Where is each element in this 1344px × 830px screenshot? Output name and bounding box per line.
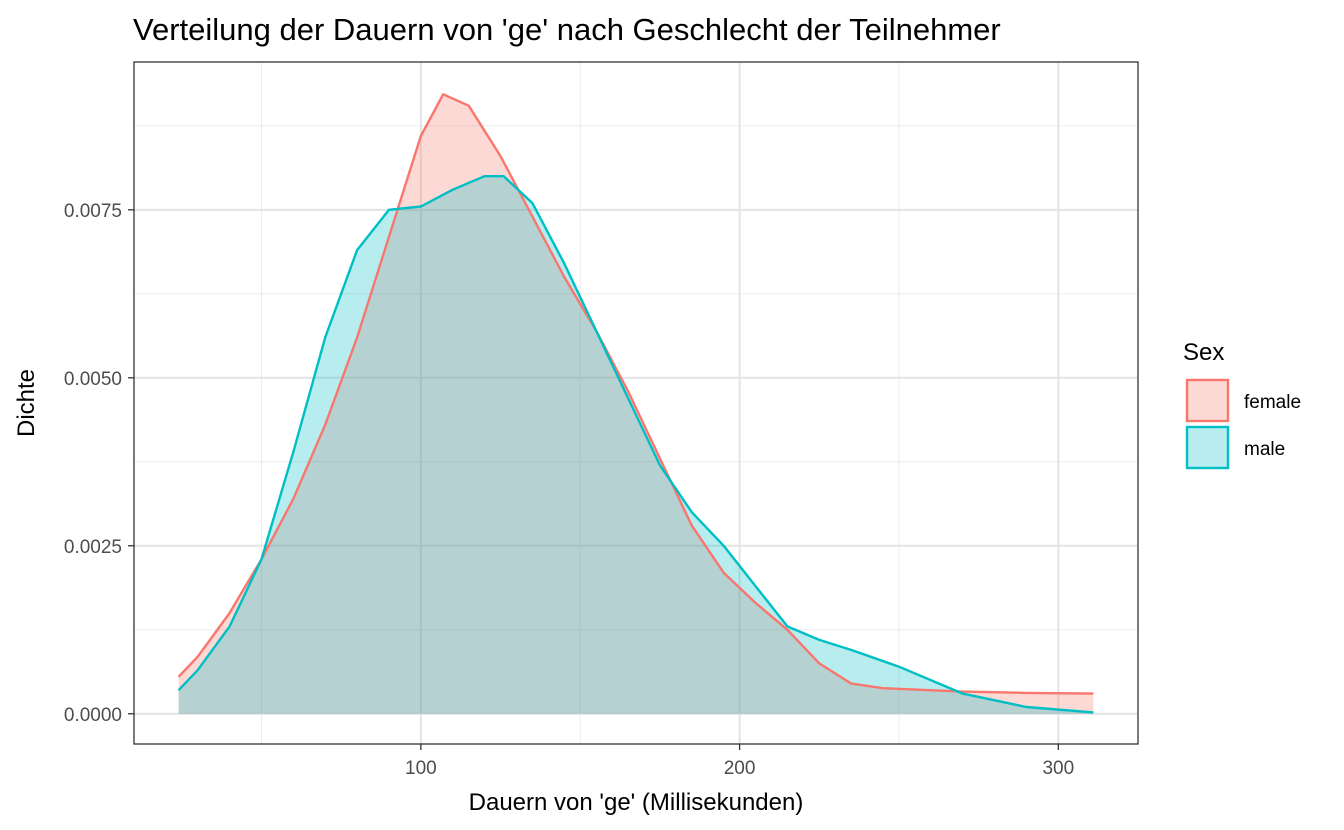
density-area-male bbox=[178, 176, 1094, 714]
y-tick-label: 0.0075 bbox=[64, 201, 122, 222]
legend-key-male bbox=[1185, 425, 1230, 470]
plot-background bbox=[134, 62, 1138, 744]
legend-title: Sex bbox=[1183, 339, 1224, 366]
y-tick-label: 0.0000 bbox=[64, 705, 122, 726]
density-line-female bbox=[177, 93, 1094, 695]
density-line-male bbox=[177, 174, 1094, 714]
legend-label-female: female bbox=[1244, 392, 1301, 413]
y-tick-label: 0.0025 bbox=[64, 537, 122, 558]
chart-title: Verteilung der Dauern von 'ge' nach Gesc… bbox=[133, 12, 1001, 47]
y-axis-title: Dichte bbox=[13, 369, 40, 437]
density-area-female bbox=[178, 94, 1094, 714]
legend-label-male: male bbox=[1244, 439, 1285, 460]
axes: 100 200 300 0.0000 0.0025 0.0050 0.0075 bbox=[64, 61, 1139, 779]
x-tick-label: 300 bbox=[1042, 758, 1074, 779]
plot-area bbox=[134, 62, 1138, 744]
x-tick-label: 200 bbox=[724, 758, 756, 779]
x-tick-label: 100 bbox=[405, 758, 437, 779]
plot-border bbox=[133, 61, 1139, 745]
x-axis-title: Dauern von 'ge' (Millisekunden) bbox=[469, 789, 804, 816]
legend: Sex female male bbox=[1183, 339, 1301, 470]
legend-key-female bbox=[1185, 378, 1230, 423]
y-tick-label: 0.0050 bbox=[64, 369, 122, 390]
